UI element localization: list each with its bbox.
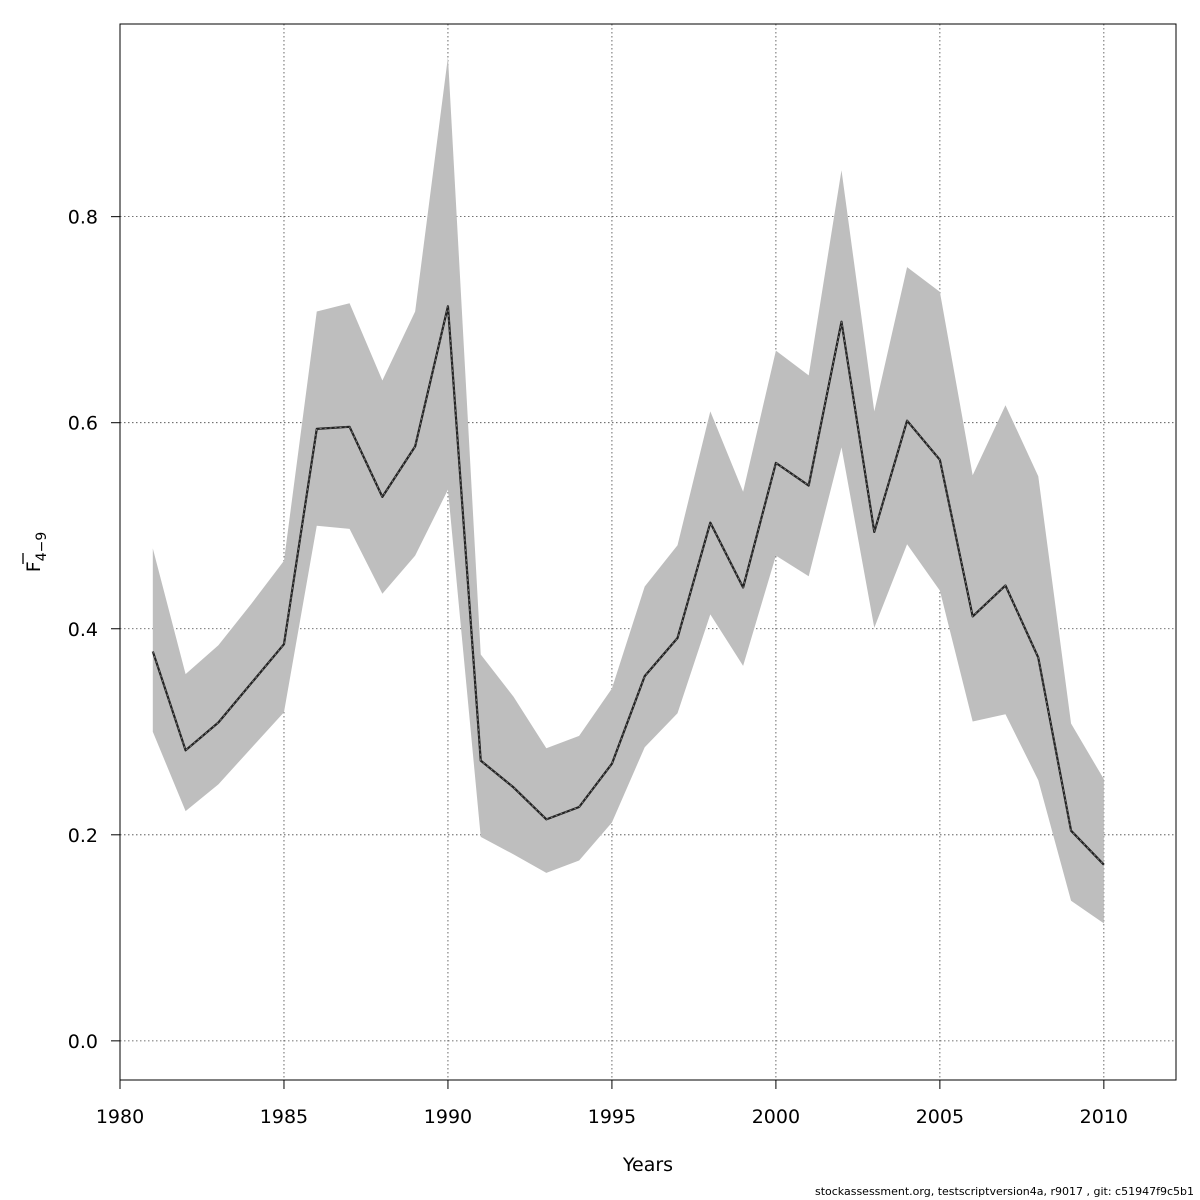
x-axis-label: Years: [622, 1154, 673, 1176]
y-axis-ticks: 0.0 0.2 0.4 0.6 0.8: [68, 207, 121, 1053]
y-tick-label: 0.8: [68, 207, 98, 229]
footer-note: stockassessment.org, testscriptversion4a…: [814, 1185, 1194, 1198]
y-tick-label: 0.0: [68, 1031, 98, 1053]
y-tick-label: 0.2: [68, 825, 98, 847]
estimate-line-dots: [152, 306, 1105, 865]
estimate-line-layer: [151, 305, 1105, 866]
x-tick-label: 2010: [1080, 1106, 1128, 1128]
y-tick-label: 0.6: [68, 413, 98, 435]
y-tick-label: 0.4: [68, 619, 98, 641]
x-axis-ticks: 1980 1985 1990 1995 2000 2005 2010: [96, 1079, 1128, 1128]
x-tick-label: 1985: [260, 1106, 308, 1128]
y-axis-label-sub: 4−9: [34, 532, 50, 562]
x-tick-label: 1995: [588, 1106, 636, 1128]
x-tick-label: 2000: [752, 1106, 800, 1128]
confidence-band-layer: [152, 56, 1104, 924]
svg-text:F4−9: F4−9: [23, 532, 50, 572]
x-tick-label: 2005: [916, 1106, 964, 1128]
y-axis-label-main: F: [23, 561, 45, 572]
x-tick-label: 1980: [96, 1106, 144, 1128]
x-tick-label: 1990: [424, 1106, 472, 1128]
confidence-band: [152, 56, 1104, 924]
y-axis-label: F4−9: [22, 532, 50, 572]
